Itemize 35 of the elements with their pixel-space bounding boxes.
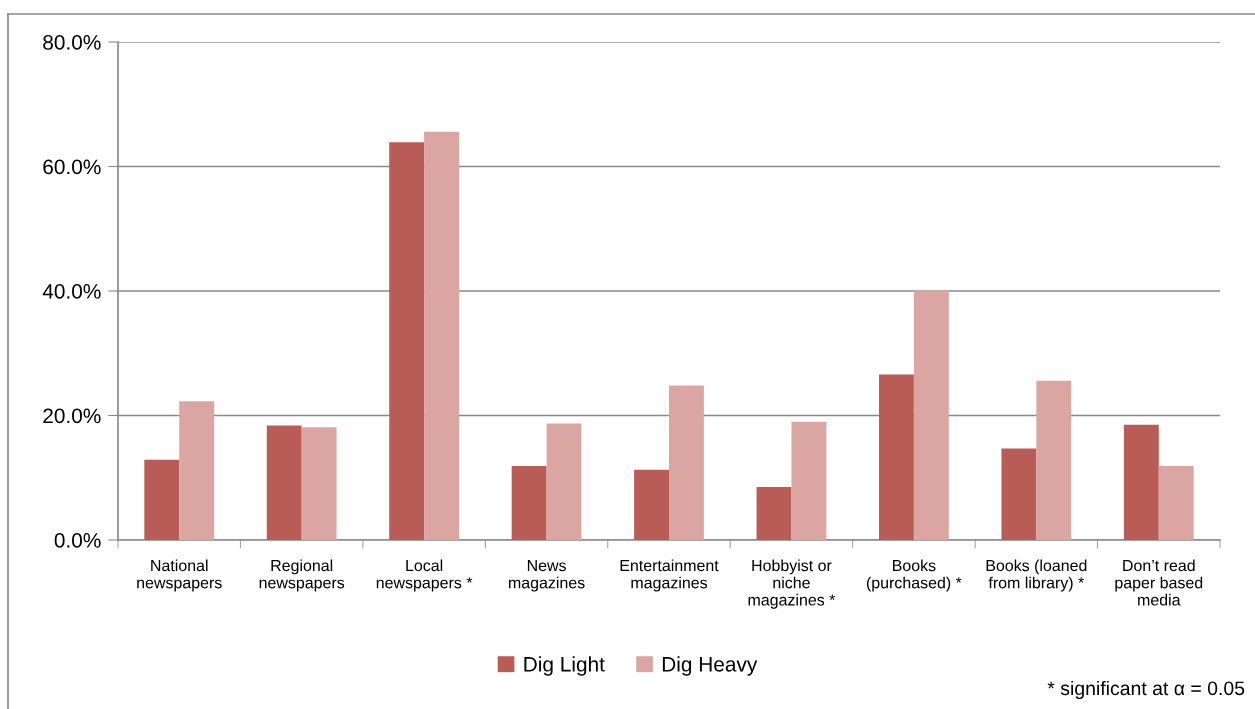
bar — [144, 459, 180, 540]
bar — [389, 142, 425, 540]
x-tick-label: Local newspapers * — [376, 559, 473, 592]
bar — [634, 469, 669, 540]
bar — [179, 401, 215, 540]
bar — [1123, 424, 1159, 540]
y-tick-label: 40.0% — [42, 284, 101, 299]
x-tick-label: News magazines — [509, 560, 585, 592]
bar — [301, 427, 337, 540]
bar — [424, 131, 460, 540]
bar — [511, 465, 547, 540]
bar — [913, 290, 949, 540]
x-tick-label: Regional newspapers — [259, 559, 345, 592]
bar — [791, 421, 827, 540]
y-tick-label: 20.0% — [43, 408, 101, 424]
bar — [1036, 380, 1072, 540]
bar — [756, 487, 792, 540]
y-tick-label: 80.0% — [43, 35, 101, 50]
text: * significant at α = 0.05 — [1047, 680, 1245, 700]
y-tick-label: 0.0% — [54, 533, 101, 548]
bar — [669, 385, 704, 540]
bar — [1158, 465, 1194, 540]
x-tick-label: National newspapers — [137, 559, 222, 592]
bar — [878, 374, 914, 540]
x-tick-label: Don’t read paper based media — [1115, 559, 1203, 606]
bar — [546, 423, 582, 540]
bar — [1001, 448, 1037, 540]
legend-label: Dig Light — [524, 656, 605, 676]
x-tick-label: Entertainment magazines — [620, 559, 719, 592]
bar — [266, 425, 302, 540]
x-tick-label: Books (loaned from library) * — [986, 559, 1087, 592]
x-tick-label: Books (purchased) * — [866, 559, 962, 592]
x-tick-label: Hobbyist or niche magazines * — [748, 559, 836, 609]
y-tick-label: 60.0% — [43, 159, 101, 175]
legend-label: Dig Heavy — [662, 656, 758, 676]
